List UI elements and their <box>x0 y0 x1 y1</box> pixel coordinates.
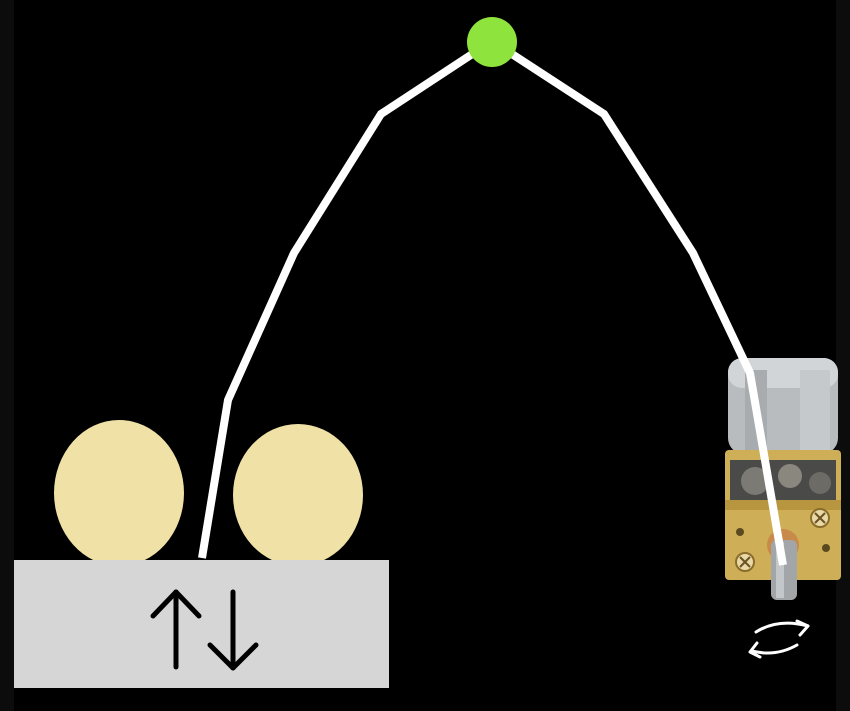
platform <box>14 560 389 688</box>
left-edge-strip <box>0 0 14 711</box>
egg-right <box>233 424 363 566</box>
rotation-arrows-icon <box>748 619 810 659</box>
up-down-arrows-icon <box>150 589 259 671</box>
green-dot-icon <box>467 17 517 67</box>
right-edge-strip <box>836 0 850 711</box>
egg-left <box>54 420 184 566</box>
